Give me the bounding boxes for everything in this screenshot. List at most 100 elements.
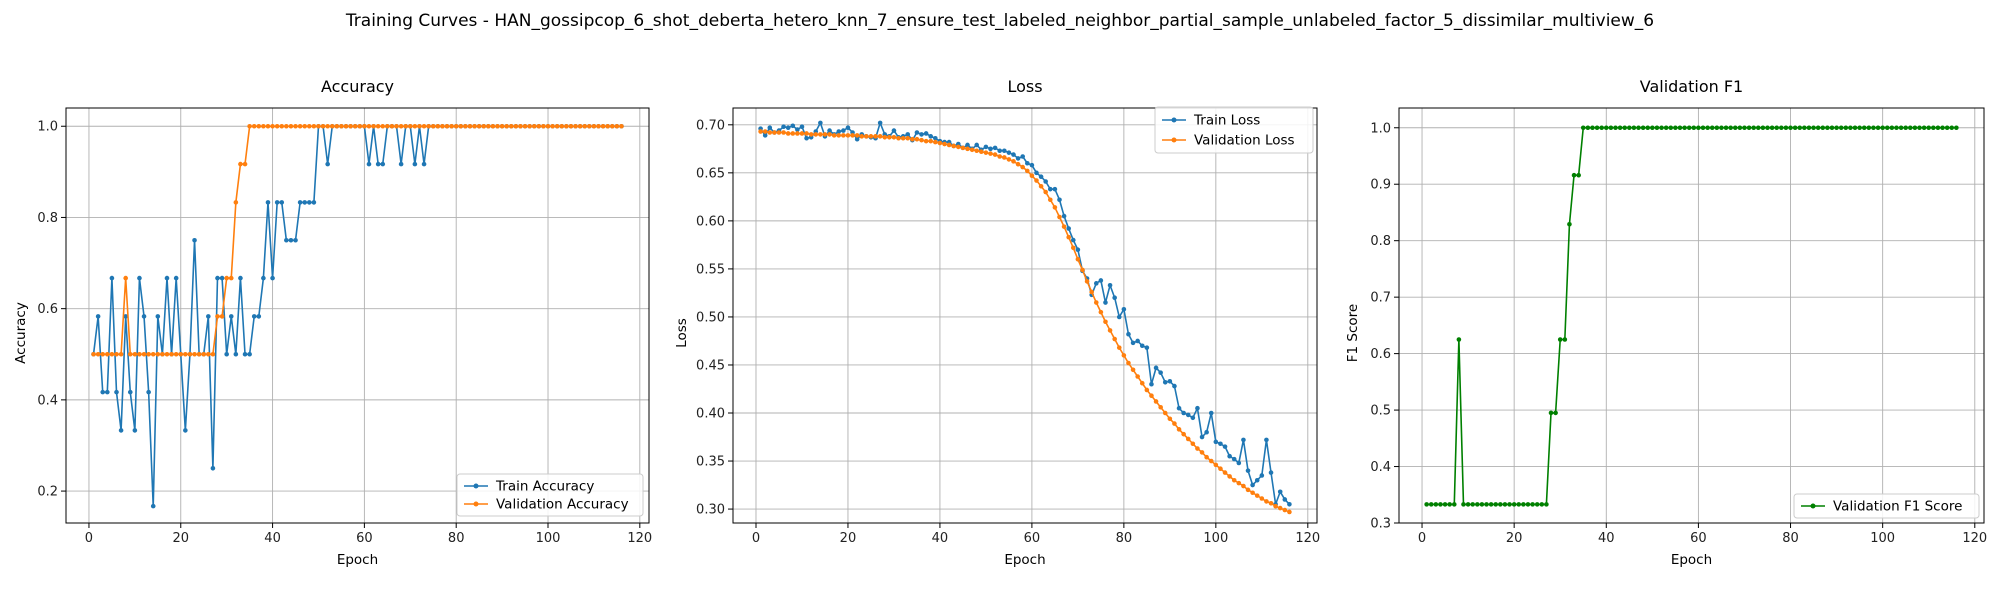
f1-series-0-point [1636, 125, 1641, 131]
accuracy-series-1-point [458, 123, 464, 129]
f1-series-0-point [1668, 125, 1674, 131]
f1-legend-box [1793, 493, 1980, 519]
accuracy-series-1-point [325, 123, 330, 129]
f1-ytick-label: 0.4 [1370, 460, 1391, 475]
accuracy-series-0-point [279, 200, 285, 205]
accuracy-series-1-point [403, 123, 409, 129]
loss-series-1-point [1236, 480, 1242, 486]
accuracy-series-1-point [366, 123, 372, 129]
loss-ytick-label: 0.50 [696, 310, 725, 325]
loss-series-1-point [1089, 289, 1094, 295]
f1-series-0-point [1470, 502, 1475, 507]
f1-series-0-point [1493, 502, 1499, 507]
accuracy-series-0-point [375, 161, 381, 167]
f1-series-0-point [1433, 502, 1439, 507]
loss-series-1-point [1254, 493, 1260, 498]
f1-series-0-point [1567, 222, 1572, 227]
f1-series-0-point [1691, 125, 1697, 131]
accuracy-series-0-point [210, 465, 216, 471]
loss-series-0-point [1020, 154, 1025, 159]
loss-series-1-point [873, 134, 878, 139]
f1-series-0-point [1608, 125, 1614, 131]
accuracy-series-1-point [499, 123, 505, 129]
accuracy-series-1-point [453, 123, 459, 129]
loss-series-0-point [827, 128, 832, 133]
loss-series-1-point [1025, 168, 1030, 174]
loss-series-0-point [1112, 295, 1117, 301]
accuracy-series-1-point [531, 123, 537, 129]
accuracy-series-0-point [137, 275, 142, 281]
accuracy-series-1-point [233, 200, 239, 205]
f1-ylabel: F1 Score [1345, 304, 1361, 362]
loss-series-0-point [1199, 434, 1205, 440]
accuracy-series-0-point [132, 428, 138, 433]
accuracy-series-1-point [559, 123, 565, 129]
loss-series-0-point [965, 142, 970, 148]
loss-legend-box [1154, 106, 1314, 154]
loss-series-1-point [960, 145, 966, 151]
loss-series-1-point [1181, 431, 1186, 437]
accuracy-series-1-point [352, 123, 358, 129]
accuracy-series-0-point [183, 428, 188, 433]
f1-series-0-point [1751, 125, 1756, 131]
accuracy-series-1-point [394, 123, 399, 129]
f1-series-0-point [1465, 502, 1471, 507]
loss-series-1-point [1126, 360, 1131, 366]
f1-series-0-point [1428, 502, 1434, 507]
loss-series-0-point [1103, 300, 1108, 305]
accuracy-legend-swatch-marker [473, 501, 479, 507]
accuracy-series-1-point [536, 123, 542, 129]
accuracy-series-0-point [127, 389, 133, 395]
accuracy-series-1-point [279, 123, 285, 129]
f1-series-0-point [1802, 125, 1807, 131]
loss-series-1-point [1029, 173, 1035, 179]
f1-series-0-point [1475, 502, 1480, 507]
loss-series-0-point [1245, 468, 1251, 473]
f1-series-0-point [1525, 502, 1531, 507]
loss-series-1-point [790, 131, 796, 136]
loss-series-1-point [942, 141, 947, 147]
loss-series-1-point [923, 138, 929, 144]
loss-series-0-point [1241, 437, 1246, 443]
loss-series-1-point [1185, 436, 1191, 442]
loss-legend-label: Validation Loss [1194, 133, 1295, 149]
f1-series-0-point [1755, 125, 1761, 131]
loss-title: Loss [1007, 77, 1042, 96]
loss-series-0-point [1029, 162, 1035, 168]
accuracy-xlabel: Epoch [337, 552, 378, 568]
accuracy-ytick-label: 0.6 [37, 302, 58, 317]
accuracy-series-1-point [155, 351, 161, 357]
f1-series-0-point [1884, 125, 1890, 131]
accuracy-series-1-point [495, 123, 500, 129]
loss-legend-swatch-marker [1171, 117, 1177, 123]
f1-series-0-point [1442, 502, 1448, 507]
f1-series-0-point [1544, 502, 1549, 507]
f1-series-0-point [1769, 125, 1775, 131]
f1-series-0-point [1825, 125, 1830, 131]
loss-series-0-point [1075, 247, 1081, 252]
loss-series-1-point [1093, 300, 1099, 305]
f1-ytick-label: 1.0 [1370, 121, 1391, 136]
accuracy-title: Accuracy [321, 77, 394, 96]
loss-series-0-point [1282, 497, 1288, 502]
loss-series-1-point [1158, 404, 1163, 410]
f1-series-0-point [1917, 125, 1922, 131]
loss-series-1-point [781, 130, 786, 135]
loss-series-1-point [882, 135, 888, 140]
accuracy-series-1-point [513, 123, 519, 129]
accuracy-series-1-point [169, 351, 174, 357]
accuracy-series-0-point [251, 314, 257, 319]
accuracy-xtick-label: 20 [172, 531, 189, 546]
accuracy-series-1-point [215, 314, 220, 319]
loss-series-1-point [928, 138, 934, 144]
loss-series-1-point [1287, 509, 1292, 515]
loss-series-1-point [983, 150, 989, 155]
loss-legend: Train Loss Validation Loss [1154, 106, 1314, 154]
loss-series-1-point [822, 132, 828, 137]
f1-series-0-point [1576, 172, 1581, 178]
loss-series-0-point [1185, 412, 1191, 418]
loss-series-1-point [827, 132, 832, 137]
loss-series-0-point [1208, 410, 1214, 416]
f1-series-0-point [1774, 125, 1780, 131]
loss-series-1-point [1199, 450, 1205, 455]
